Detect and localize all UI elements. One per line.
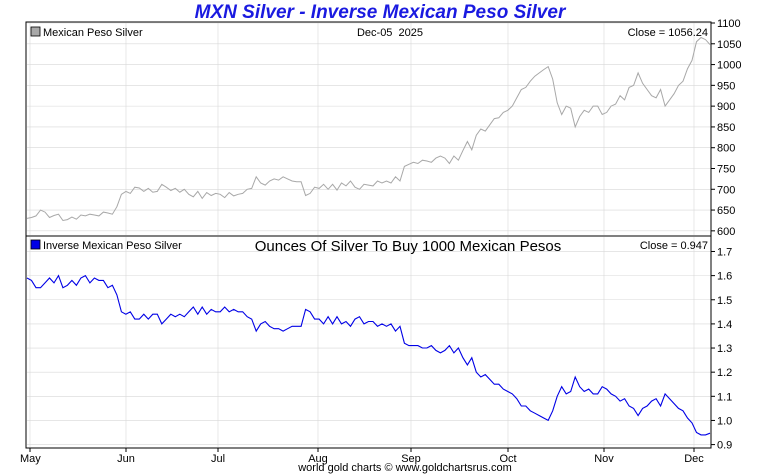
y-tick-label: 1100 — [717, 18, 741, 30]
y-tick-label: 900 — [717, 101, 735, 113]
bottom-y-tick-labels: 0.9 1.0 1.1 1.2 1.3 1.4 1.5 1.6 1.7 — [711, 246, 732, 452]
bottom-gridlines — [27, 237, 710, 447]
top-gridlines — [27, 22, 710, 235]
y-tick-label: 1.7 — [717, 246, 732, 258]
top-legend-swatch — [30, 26, 41, 37]
x-tick-label: Aug — [308, 453, 328, 465]
x-tick-label: Nov — [594, 453, 614, 465]
y-tick-label: 750 — [717, 163, 735, 175]
y-tick-label: 1.2 — [717, 367, 732, 379]
x-tick-label: Oct — [499, 453, 516, 465]
y-tick-label: 800 — [717, 143, 735, 155]
top-close-label: Close = 1056.24 — [628, 27, 708, 39]
x-tick-label: Dec — [684, 453, 704, 465]
bottom-legend-label: Inverse Mexican Peso Silver — [43, 240, 182, 252]
y-tick-label: 950 — [717, 80, 735, 92]
y-tick-label: 0.9 — [717, 440, 732, 452]
y-tick-label: 1.6 — [717, 271, 732, 283]
x-tick-label: Jun — [117, 453, 135, 465]
y-tick-label: 1.0 — [717, 415, 732, 427]
top-legend-label: Mexican Peso Silver — [43, 27, 143, 39]
y-tick-label: 1.1 — [717, 391, 732, 403]
bottom-chart-title: Ounces Of Silver To Buy 1000 Mexican Pes… — [255, 238, 562, 255]
y-tick-label: 650 — [717, 205, 735, 217]
y-tick-label: 600 — [717, 226, 735, 238]
mexican-peso-silver-line — [26, 36, 711, 222]
bottom-panel: 0.9 1.0 1.1 1.2 1.3 1.4 1.5 1.6 1.7 Inverse Mexi… — [25, 235, 732, 452]
chart-title: MXN Silver - Inverse Mexican Peso Silver — [194, 2, 566, 23]
x-tick-label: Jul — [211, 453, 225, 465]
top-date-label: Dec-05 2025 — [357, 27, 423, 39]
y-tick-label: 1.3 — [717, 343, 732, 355]
x-tick-label: May — [20, 453, 41, 465]
top-panel: 600 650 700 750 800 850 900 950 1000 1050 1100 Mex… — [25, 18, 741, 238]
y-tick-label: 1050 — [717, 39, 741, 51]
y-tick-label: 1.4 — [717, 319, 732, 331]
x-tick-label: Sep — [401, 453, 421, 465]
y-tick-label: 850 — [717, 122, 735, 134]
inverse-mexican-peso-silver-line — [26, 274, 711, 436]
bottom-close-label: Close = 0.947 — [640, 240, 708, 252]
bottom-panel-frame — [25, 235, 712, 449]
top-y-tick-labels: 600 650 700 750 800 850 900 950 1000 1050 1100 — [711, 18, 741, 238]
y-tick-label: 1000 — [717, 60, 741, 72]
y-tick-label: 700 — [717, 184, 735, 196]
footer-credit: world gold charts © www.goldchartsrus.co… — [298, 462, 512, 474]
x-axis: May Jun Jul Aug Sep Oct Nov Dec — [20, 448, 704, 465]
y-tick-label: 1.5 — [717, 295, 732, 307]
top-panel-frame — [25, 21, 712, 237]
bottom-legend-swatch — [30, 239, 41, 250]
